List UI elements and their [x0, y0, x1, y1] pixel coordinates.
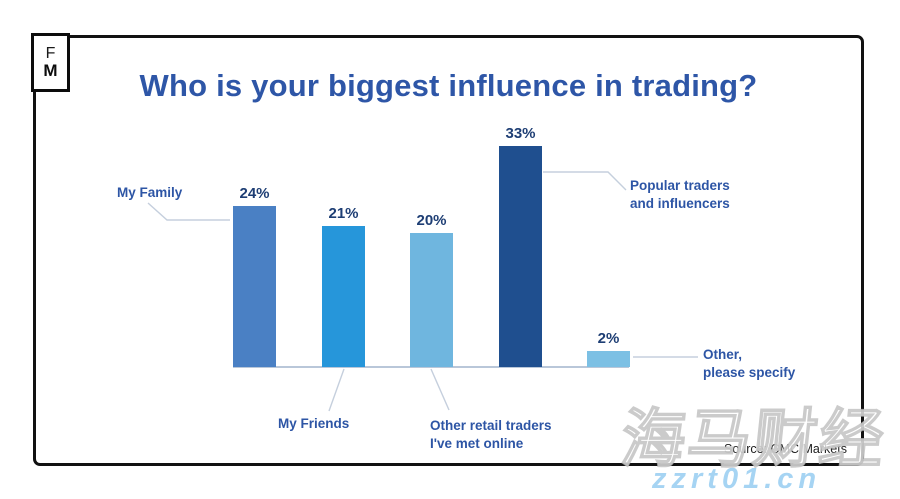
callout-line: My Friends	[278, 416, 350, 431]
bar	[233, 206, 276, 367]
bar	[499, 146, 542, 367]
bar	[587, 351, 630, 367]
fm-logo-letter-f: F	[45, 44, 56, 62]
bar-value-label: 2%	[597, 330, 620, 347]
callout-line: Other,	[703, 347, 743, 362]
bar	[322, 226, 365, 367]
callout-my-friends: My Friends	[278, 415, 349, 433]
source-text: Source: CMC Markets	[724, 442, 847, 456]
bar-value-label: 33%	[505, 125, 536, 142]
callout-line: Popular traders	[630, 178, 730, 193]
fm-logo-letter-m: M	[43, 60, 58, 80]
callout-line: Other retail traders	[430, 418, 552, 433]
callout-line: I've met online	[430, 436, 524, 451]
watermark-url-text: zzrt01.cn	[652, 463, 822, 495]
bar-value-label: 21%	[328, 205, 359, 222]
callout-line: My Family	[117, 185, 183, 200]
chart-title: Who is your biggest influence in trading…	[139, 68, 758, 103]
callout-line: and influencers	[630, 196, 730, 211]
fm-logo: F M	[31, 33, 70, 92]
x-axis-line	[233, 366, 629, 368]
callout-other-retail-traders: Other retail traders I've met online	[430, 417, 552, 453]
callout-my-family: My Family	[117, 184, 182, 202]
bar-value-label: 24%	[239, 185, 270, 202]
callout-line: please specify	[703, 365, 796, 380]
callout-other-specify: Other, please specify	[703, 346, 795, 382]
callout-popular-traders: Popular traders and influencers	[630, 177, 730, 213]
chart-frame	[33, 35, 864, 466]
bar	[410, 233, 453, 367]
bar-value-label: 20%	[416, 212, 447, 229]
